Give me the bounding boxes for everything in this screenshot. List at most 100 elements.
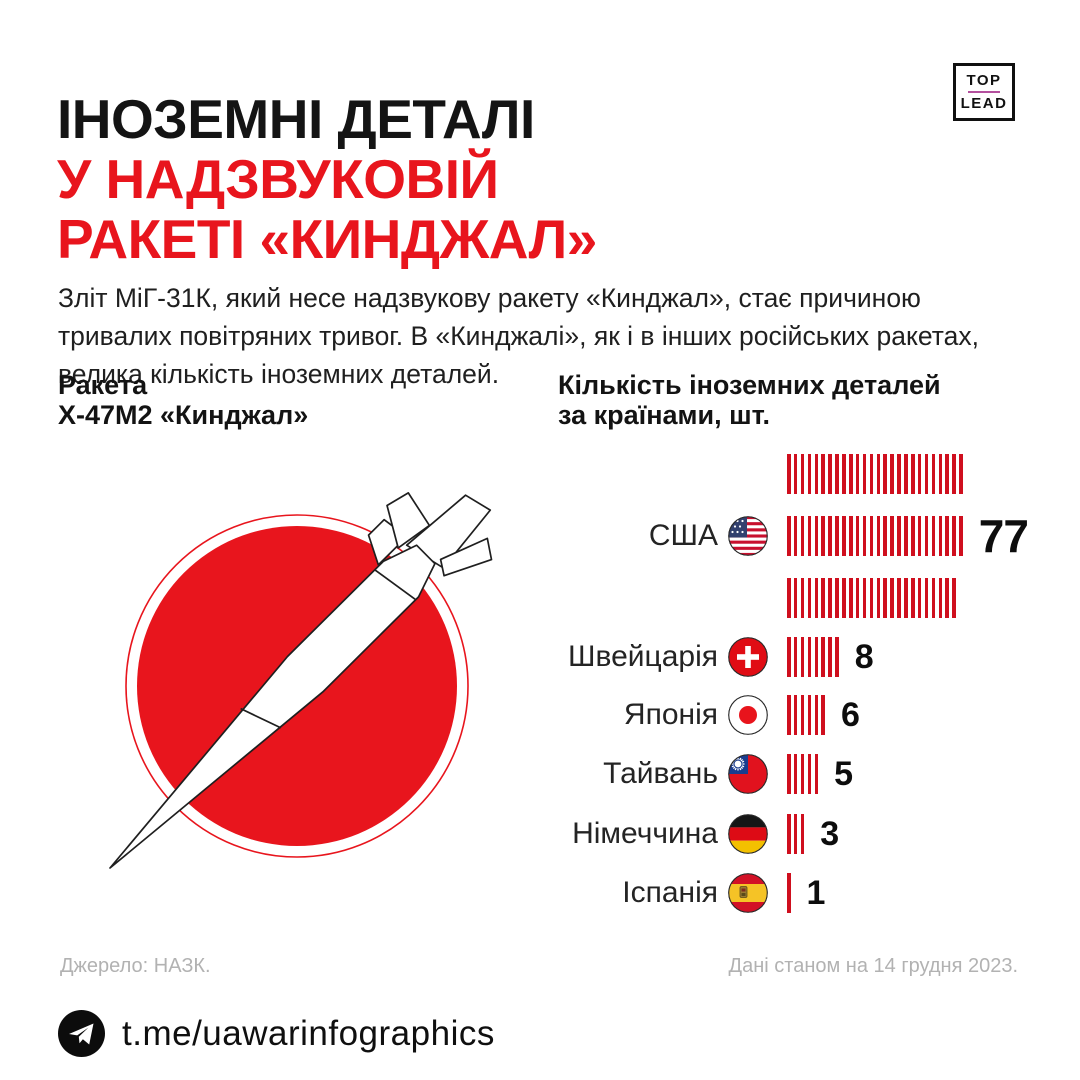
tally-mark [807,578,812,618]
chart-row-taiwan: Тайвань 5 [558,752,853,796]
japan-flag-icon [728,695,768,735]
value-usa: 77 [978,510,1029,562]
chart-title-line-1: Кількість іноземних деталей [558,370,941,400]
tally-mark [897,578,901,618]
intro-line-1: Зліт МіГ-31К, який несе надзвукову ракет… [58,282,921,313]
tally-mark [800,814,805,854]
tally-mark [787,873,791,913]
value-germany: 3 [820,814,839,853]
tally-mark [835,637,839,677]
chart-title: Кількість іноземних деталей за країнами,… [558,370,941,430]
tally-mark [828,516,832,556]
value-taiwan: 5 [834,754,853,793]
tally-mark [828,578,832,618]
tally-mark [924,454,929,494]
tally-mark [855,454,860,494]
telegram-icon [58,1010,105,1057]
tally-mark [814,516,819,556]
tally-mark [814,695,819,735]
tally-mark [876,454,881,494]
missile-body [109,544,436,869]
source-note: Джерело: НАЗК. [60,955,211,977]
tally-mark [814,578,819,618]
tally-mark [938,454,943,494]
tally-mark [814,454,819,494]
tally-mark [793,695,798,735]
tally-mark [945,578,949,618]
telegram-link[interactable]: t.me/uawarinfographics [58,1010,495,1057]
switzerland-flag-icon [728,637,768,677]
chart-row-spain: Іспанія 1 [558,871,826,915]
tally-mark [883,516,887,556]
missile-title-line-1: Ракета [58,370,148,400]
tally-mark [828,637,832,677]
missile-fin-bottom [439,537,493,577]
spain-flag-icon [728,873,768,913]
tally-mark [807,454,812,494]
tally-mark [835,454,839,494]
tally-mark [945,516,949,556]
tally-mark [807,637,812,677]
usa-flag-icon [728,516,768,556]
tally-mark [862,516,867,556]
missile-fin-top-rear [386,492,431,549]
tally-mark [842,578,846,618]
missile-section-title: Ракета Х-47М2 «Кинджал» [58,370,308,430]
tally-mark [876,578,881,618]
page-title: ІНОЗЕМНІ ДЕТАЛІ У НАДЗВУКОВІЙ РАКЕТІ «КИ… [57,89,597,269]
tally-mark [869,578,874,618]
tally-mark [835,578,839,618]
tally-bars-taiwan [787,754,819,794]
tally-bars-germany [787,814,805,854]
tally-mark [904,578,908,618]
tally-mark [904,454,908,494]
tally-mark [787,814,791,854]
tally-mark [849,516,853,556]
toplead-logo: TOP LEAD [953,63,1015,121]
country-label-spain: Іспанія [622,876,718,909]
tally-mark [787,695,791,735]
value-switzerland: 8 [854,637,874,676]
tally-mark [952,454,956,494]
tally-mark [800,578,805,618]
spain-coat-of-arms [739,886,748,898]
intro-line-3: велика кількість іноземних деталей. [58,358,500,389]
tally-mark [793,814,798,854]
tally-mark [787,754,791,794]
missile-tail-line [374,569,417,601]
tally-mark [793,516,798,556]
germany-flag-icon [728,814,768,854]
tally-mark [800,695,805,735]
tally-mark [800,516,805,556]
tally-mark [897,516,901,556]
tally-mark [787,578,791,618]
missile-illustration [85,445,555,915]
tally-mark [890,516,894,556]
toplead-logo-divider [968,91,1000,93]
tally-mark [800,637,805,677]
tally-mark [842,454,846,494]
intro-paragraph: Зліт МіГ-31К, який несе надзвукову ракет… [58,279,1018,393]
tally-mark [828,454,832,494]
red-ring [125,514,469,858]
tally-mark [807,695,812,735]
tally-mark [869,454,874,494]
value-japan: 6 [840,695,860,734]
tally-mark [814,754,819,794]
tally-bars-switzerland [787,637,839,677]
chart-row-usa: США [558,452,1029,620]
tally-bars-spain [787,873,791,913]
tally-bars-usa [787,454,963,618]
tally-mark [807,754,812,794]
value-spain: 1 [806,873,826,912]
tally-mark [855,516,860,556]
missile-title-line-2: Х-47М2 «Кинджал» [58,400,309,430]
chart-title-line-2: за країнами, шт. [558,400,770,430]
chart-row-germany: Німеччина 3 [558,812,839,856]
tally-mark [835,516,839,556]
country-label-germany: Німеччина [572,817,718,850]
tally-mark [862,454,867,494]
tally-mark [931,516,936,556]
tally-mark [821,578,825,618]
